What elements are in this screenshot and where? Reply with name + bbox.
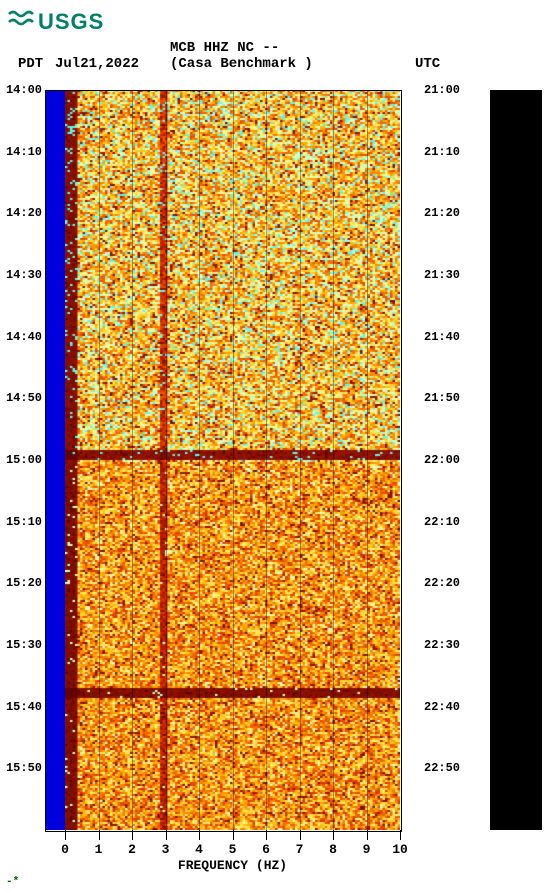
right-tick-label: 22:10 (424, 515, 460, 529)
left-tick-label: 14:10 (6, 145, 42, 159)
plot-area (45, 90, 400, 830)
x-tick-label: 7 (296, 842, 304, 857)
x-tick-label: 2 (128, 842, 136, 857)
x-tick-label: 4 (195, 842, 203, 857)
right-tick-label: 22:00 (424, 453, 460, 467)
left-tick-label: 15:40 (6, 700, 42, 714)
spectrogram (65, 90, 400, 830)
left-tick-label: 15:30 (6, 638, 42, 652)
colorbar (490, 90, 542, 830)
x-tick-label: 8 (329, 842, 337, 857)
x-axis: 0 1 2 3 4 5 6 7 8 9 10 FREQUENCY (HZ) (45, 830, 420, 880)
usgs-wave-icon (8, 8, 34, 35)
footer-mark: -* (6, 876, 19, 888)
x-tick-label: 1 (95, 842, 103, 857)
station-line2: (Casa Benchmark ) (170, 56, 313, 72)
date-label: Jul21,2022 (55, 56, 139, 72)
left-tick-label: 14:00 (6, 83, 42, 97)
left-tick-label: 15:20 (6, 576, 42, 590)
x-tick-label: 5 (229, 842, 237, 857)
left-tick-label: 14:40 (6, 330, 42, 344)
x-tick-label: 3 (162, 842, 170, 857)
left-tick-label: 15:00 (6, 453, 42, 467)
usgs-logo: USGS (8, 8, 104, 35)
left-tick-label: 14:50 (6, 391, 42, 405)
left-tick-label: 15:50 (6, 761, 42, 775)
right-tick-label: 22:40 (424, 700, 460, 714)
utc-label: UTC (415, 56, 440, 72)
usgs-logo-text: USGS (38, 9, 104, 35)
station-line1: MCB HHZ NC -- (170, 40, 279, 56)
right-tick-label: 21:10 (424, 145, 460, 159)
right-tick-label: 21:20 (424, 206, 460, 220)
left-tick-label: 14:20 (6, 206, 42, 220)
left-tick-label: 14:30 (6, 268, 42, 282)
x-tick-label: 6 (262, 842, 270, 857)
right-tick-label: 21:40 (424, 330, 460, 344)
right-tick-label: 21:00 (424, 83, 460, 97)
left-tick-label: 15:10 (6, 515, 42, 529)
right-tick-label: 21:50 (424, 391, 460, 405)
right-tick-label: 21:30 (424, 268, 460, 282)
x-tick-label: 10 (392, 842, 408, 857)
x-tick-label: 0 (61, 842, 69, 857)
time-strip (45, 90, 65, 830)
right-tick-label: 22:20 (424, 576, 460, 590)
pdt-label: PDT (18, 56, 43, 72)
x-axis-label: FREQUENCY (HZ) (178, 858, 287, 873)
right-tick-label: 22:50 (424, 761, 460, 775)
x-tick-label: 9 (363, 842, 371, 857)
right-tick-label: 22:30 (424, 638, 460, 652)
